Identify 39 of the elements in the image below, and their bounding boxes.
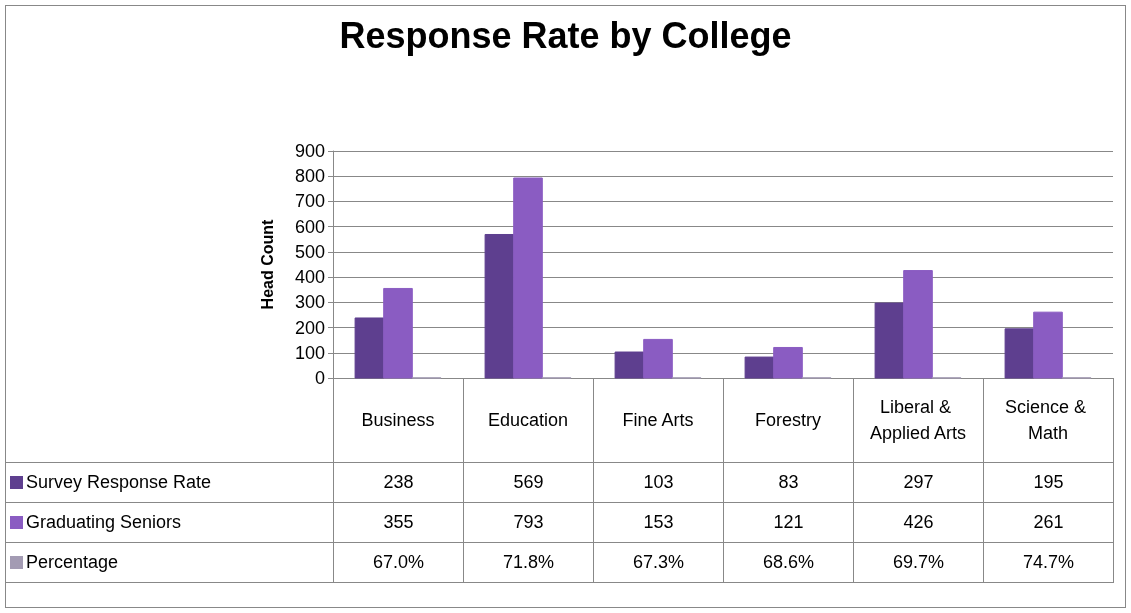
legend-label: Graduating Seniors <box>5 502 334 543</box>
x-tick-label: Forestry <box>754 410 822 430</box>
data-label: 355 <box>333 502 464 543</box>
y-tick-label: 400 <box>294 267 325 288</box>
data-label: 121 <box>723 502 854 543</box>
y-tick-label: 200 <box>294 317 325 338</box>
y-tick-label: 300 <box>294 292 325 313</box>
y-axis-title: Head Count <box>258 218 276 310</box>
chart-title: Response Rate by College <box>339 14 792 56</box>
data-label: 83 <box>723 462 854 503</box>
data-label: 153 <box>593 502 724 543</box>
data-label: 569 <box>463 462 594 503</box>
legend-label: Percentage <box>5 542 334 583</box>
data-label: 261 <box>983 502 1114 543</box>
data-label: 103 <box>593 462 724 503</box>
data-label: 297 <box>853 462 984 503</box>
data-label: 426 <box>853 502 984 543</box>
x-tick-label: Fine Arts <box>622 410 694 430</box>
x-tick-label: Liberal & Applied Arts <box>869 397 967 443</box>
x-tick-label: Education <box>487 410 569 430</box>
legend-label: Survey Response Rate <box>5 462 334 503</box>
x-tick-label: Science & Math <box>1004 397 1092 443</box>
y-tick-label: 700 <box>294 191 325 212</box>
data-label: 195 <box>983 462 1114 503</box>
y-tick-label: 100 <box>294 342 325 363</box>
y-tick-label: 500 <box>294 241 325 262</box>
data-label: 67.0% <box>333 542 464 583</box>
y-tick-label: 600 <box>294 216 325 237</box>
y-tick-label: 800 <box>294 166 325 187</box>
data-label: 69.7% <box>853 542 984 583</box>
data-label: 71.8% <box>463 542 594 583</box>
x-tick-label: Business <box>361 410 435 430</box>
data-label: 68.6% <box>723 542 854 583</box>
data-label: 793 <box>463 502 594 543</box>
data-label: 238 <box>333 462 464 503</box>
y-tick-label: 0 <box>314 368 325 388</box>
data-label: 74.7% <box>983 542 1114 583</box>
data-label: 67.3% <box>593 542 724 583</box>
y-tick-label: 900 <box>294 141 325 161</box>
